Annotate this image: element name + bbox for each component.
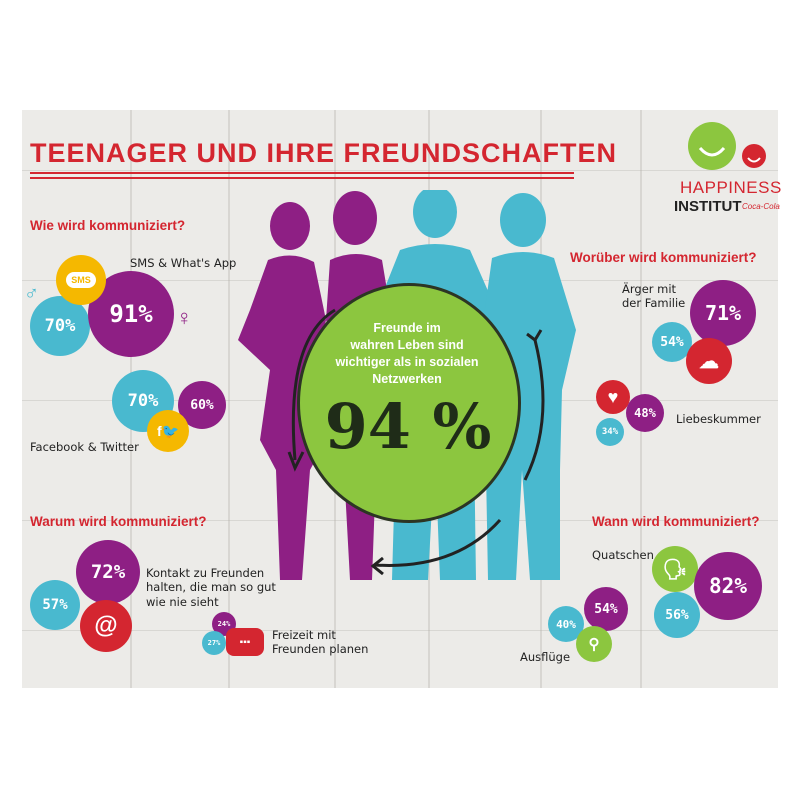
freizeit-label: Freizeit mit Freunden planen xyxy=(272,628,368,657)
female-symbol-icon: ♀ xyxy=(176,305,193,330)
section-title-wie: Wie wird kommuniziert? xyxy=(30,218,186,233)
quatschen-male-value: 56% xyxy=(654,592,700,638)
liebe-label: Liebeskummer xyxy=(676,412,761,426)
ausfluge-female-value: 54% xyxy=(584,587,628,631)
logo-line1: HAPPINESS xyxy=(680,178,782,197)
section-title-warum: Warum wird kommuniziert? xyxy=(30,514,207,529)
main-stat-circle xyxy=(297,283,521,523)
at-sign-icon: @ xyxy=(80,600,132,652)
freizeit-male-value: 27% xyxy=(202,631,226,655)
section-title-woruber: Worüber wird kommuniziert? xyxy=(570,250,757,265)
girl-silhouette-left xyxy=(238,202,326,581)
familie-label-line: Ärger mit xyxy=(622,282,677,296)
main-stat-line: wichtiger als in sozialen xyxy=(335,355,479,369)
page-title: TEENAGER UND IHRE FREUNDSCHAFTEN xyxy=(30,138,618,168)
liebe-male-value: 34% xyxy=(596,418,624,446)
freizeit-label-line: Freizeit mit xyxy=(272,628,336,642)
happiness-logo: HAPPINESS INSTITUT Coca-Cola xyxy=(668,118,782,218)
freizeit-label-line: Freunden planen xyxy=(272,642,369,657)
ausfluge-label: Ausflüge xyxy=(520,650,571,664)
main-stat-value: 94 % xyxy=(324,390,492,463)
facebook-twitter-icon: f🐦 xyxy=(147,410,189,452)
brand-mark: Coca-Cola xyxy=(742,202,780,211)
logo-line2: INSTITUT xyxy=(674,198,742,215)
storm-cloud-icon: ☁ xyxy=(686,338,732,384)
kontakt-label-line: halten, die man so gut xyxy=(146,580,276,595)
kontakt-label-line: Kontakt zu Freunden xyxy=(146,566,265,580)
sms-bubble: SMS xyxy=(66,272,96,288)
group-icon: ▪▪▪ xyxy=(226,628,264,656)
wood-grain xyxy=(22,630,778,631)
kontakt-label: Kontakt zu Freunden halten, die man so g… xyxy=(146,566,276,609)
speech-icon: 🗣 xyxy=(652,546,698,592)
familie-label-line: der Familie xyxy=(622,296,686,311)
kontakt-female-value: 72% xyxy=(76,540,140,604)
kontakt-male-value: 57% xyxy=(30,580,80,630)
main-stat-line: wahren Leben sind xyxy=(350,338,464,352)
sms-label: SMS & What's App xyxy=(130,256,237,270)
wood-grain xyxy=(22,170,778,171)
main-stat-text: Freunde im wahren Leben sind wichtiger a… xyxy=(330,320,484,388)
location-pin-icon: ⚲ xyxy=(576,626,612,662)
sms-icon: SMS xyxy=(56,255,106,305)
main-stat-line: Netzwerken xyxy=(372,372,442,386)
male-symbol-icon: ♂ xyxy=(24,283,39,305)
title-underline xyxy=(30,177,574,179)
quatschen-label: Quatschen xyxy=(592,548,654,562)
fb-label: Facebook & Twitter xyxy=(30,440,139,454)
familie-male-value: 54% xyxy=(652,322,692,362)
main-stat-line: Freunde im xyxy=(373,321,441,335)
section-title-wann: Wann wird kommuniziert? xyxy=(592,514,760,529)
kontakt-label-line: wie nie sieht xyxy=(146,594,219,609)
title-underline xyxy=(30,172,574,174)
plank xyxy=(132,110,230,688)
familie-label: Ärger mit der Familie xyxy=(622,282,685,311)
liebe-female-value: 48% xyxy=(626,394,664,432)
sms-male-value: 70% xyxy=(30,296,90,356)
circular-arrows xyxy=(287,308,545,576)
boy-silhouette-right xyxy=(482,193,576,580)
quatschen-female-value: 82% xyxy=(694,552,762,620)
smiley-icon xyxy=(688,122,766,170)
familie-female-value: 71% xyxy=(690,280,756,346)
broken-heart-icon: ♥ xyxy=(596,380,630,414)
